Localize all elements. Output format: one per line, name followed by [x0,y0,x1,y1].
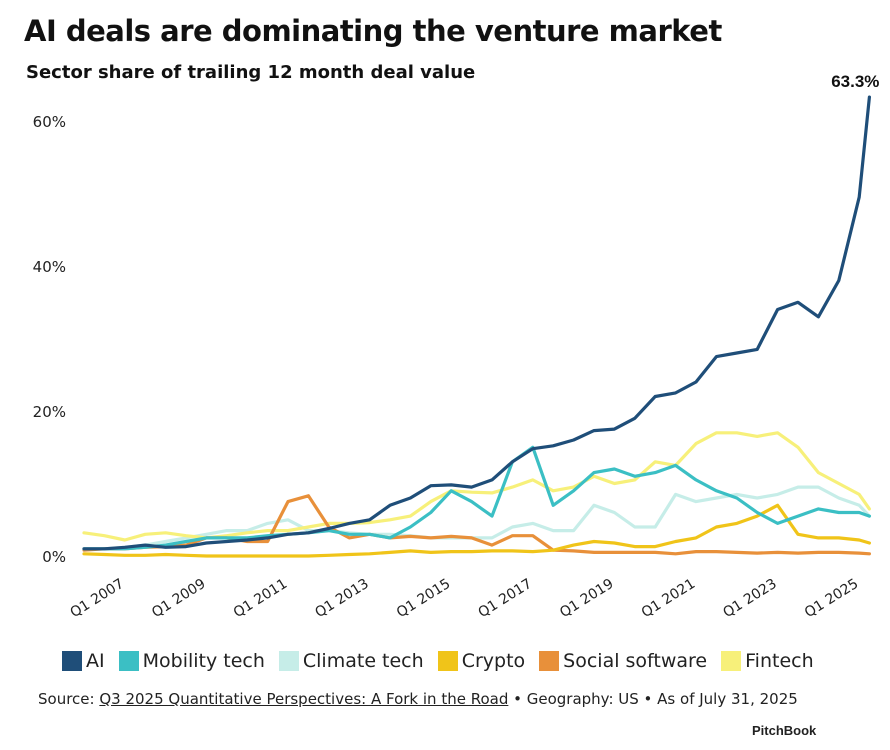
source-prefix: Source: [38,690,100,708]
legend-label: Climate tech [302,650,424,672]
x-tick-label: Q1 2007 [68,576,127,621]
line-chart: 0% 20% 40% 60% Q1 2007 Q1 2009 Q1 2011 Q1 2013 Q… [33,72,880,621]
legend-label: Crypto [461,650,526,672]
legend-swatch [118,651,139,671]
legend: AI Mobility tech Climate tech Crypto Social … [62,650,814,672]
series-line-mobility-tech [82,445,871,551]
legend-swatch [62,651,82,671]
x-tick-label: Q1 2021 [639,576,698,621]
legend-item-ai: AI [62,650,105,672]
y-tick-label: 0% [42,548,66,566]
x-tick-label: Q1 2013 [312,576,371,621]
x-tick-label: Q1 2019 [557,576,616,621]
y-tick-label: 40% [33,258,66,276]
chart-title: AI deals are dominating the venture mark… [24,14,722,48]
legend-item-climate-tech: Climate tech [278,650,424,672]
series-line-ai [82,95,871,551]
legend-item-crypto: Crypto [437,650,526,672]
legend-swatch [437,651,458,671]
source-suffix: • Geography: US • As of July 31, 2025 [508,690,798,708]
series-line-crypto [82,503,871,558]
series-line-climate-tech [82,485,871,551]
chart-subtitle: Sector share of trailing 12 month deal v… [26,62,476,83]
legend-swatch [721,651,742,671]
x-tick-label: Q1 2025 [802,576,861,621]
y-tick-label: 60% [33,113,66,131]
legend-item-mobility-tech: Mobility tech [118,650,265,672]
legend-swatch [539,651,560,671]
legend-label: Social software [563,650,708,672]
source-link[interactable]: Q3 2025 Quantitative Perspectives: A For… [99,690,509,708]
legend-label: Fintech [745,650,814,672]
pitchbook-logo: PitchBook [752,723,817,738]
ai-final-value-label: 63.3% [831,72,879,91]
legend-swatch [278,651,299,671]
source-note: Source: Q3 2025 Quantitative Perspective… [38,690,798,708]
x-tick-label: Q1 2009 [149,576,208,621]
x-tick-label: Q1 2015 [394,576,453,621]
x-tick-label: Q1 2023 [720,576,779,621]
y-tick-label: 20% [33,403,66,421]
legend-label: Mobility tech [142,650,265,672]
legend-item-fintech: Fintech [721,650,814,672]
legend-item-social-software: Social software [539,650,707,672]
legend-label: AI [86,650,105,672]
x-tick-label: Q1 2017 [476,576,535,621]
x-tick-label: Q1 2011 [231,576,290,621]
